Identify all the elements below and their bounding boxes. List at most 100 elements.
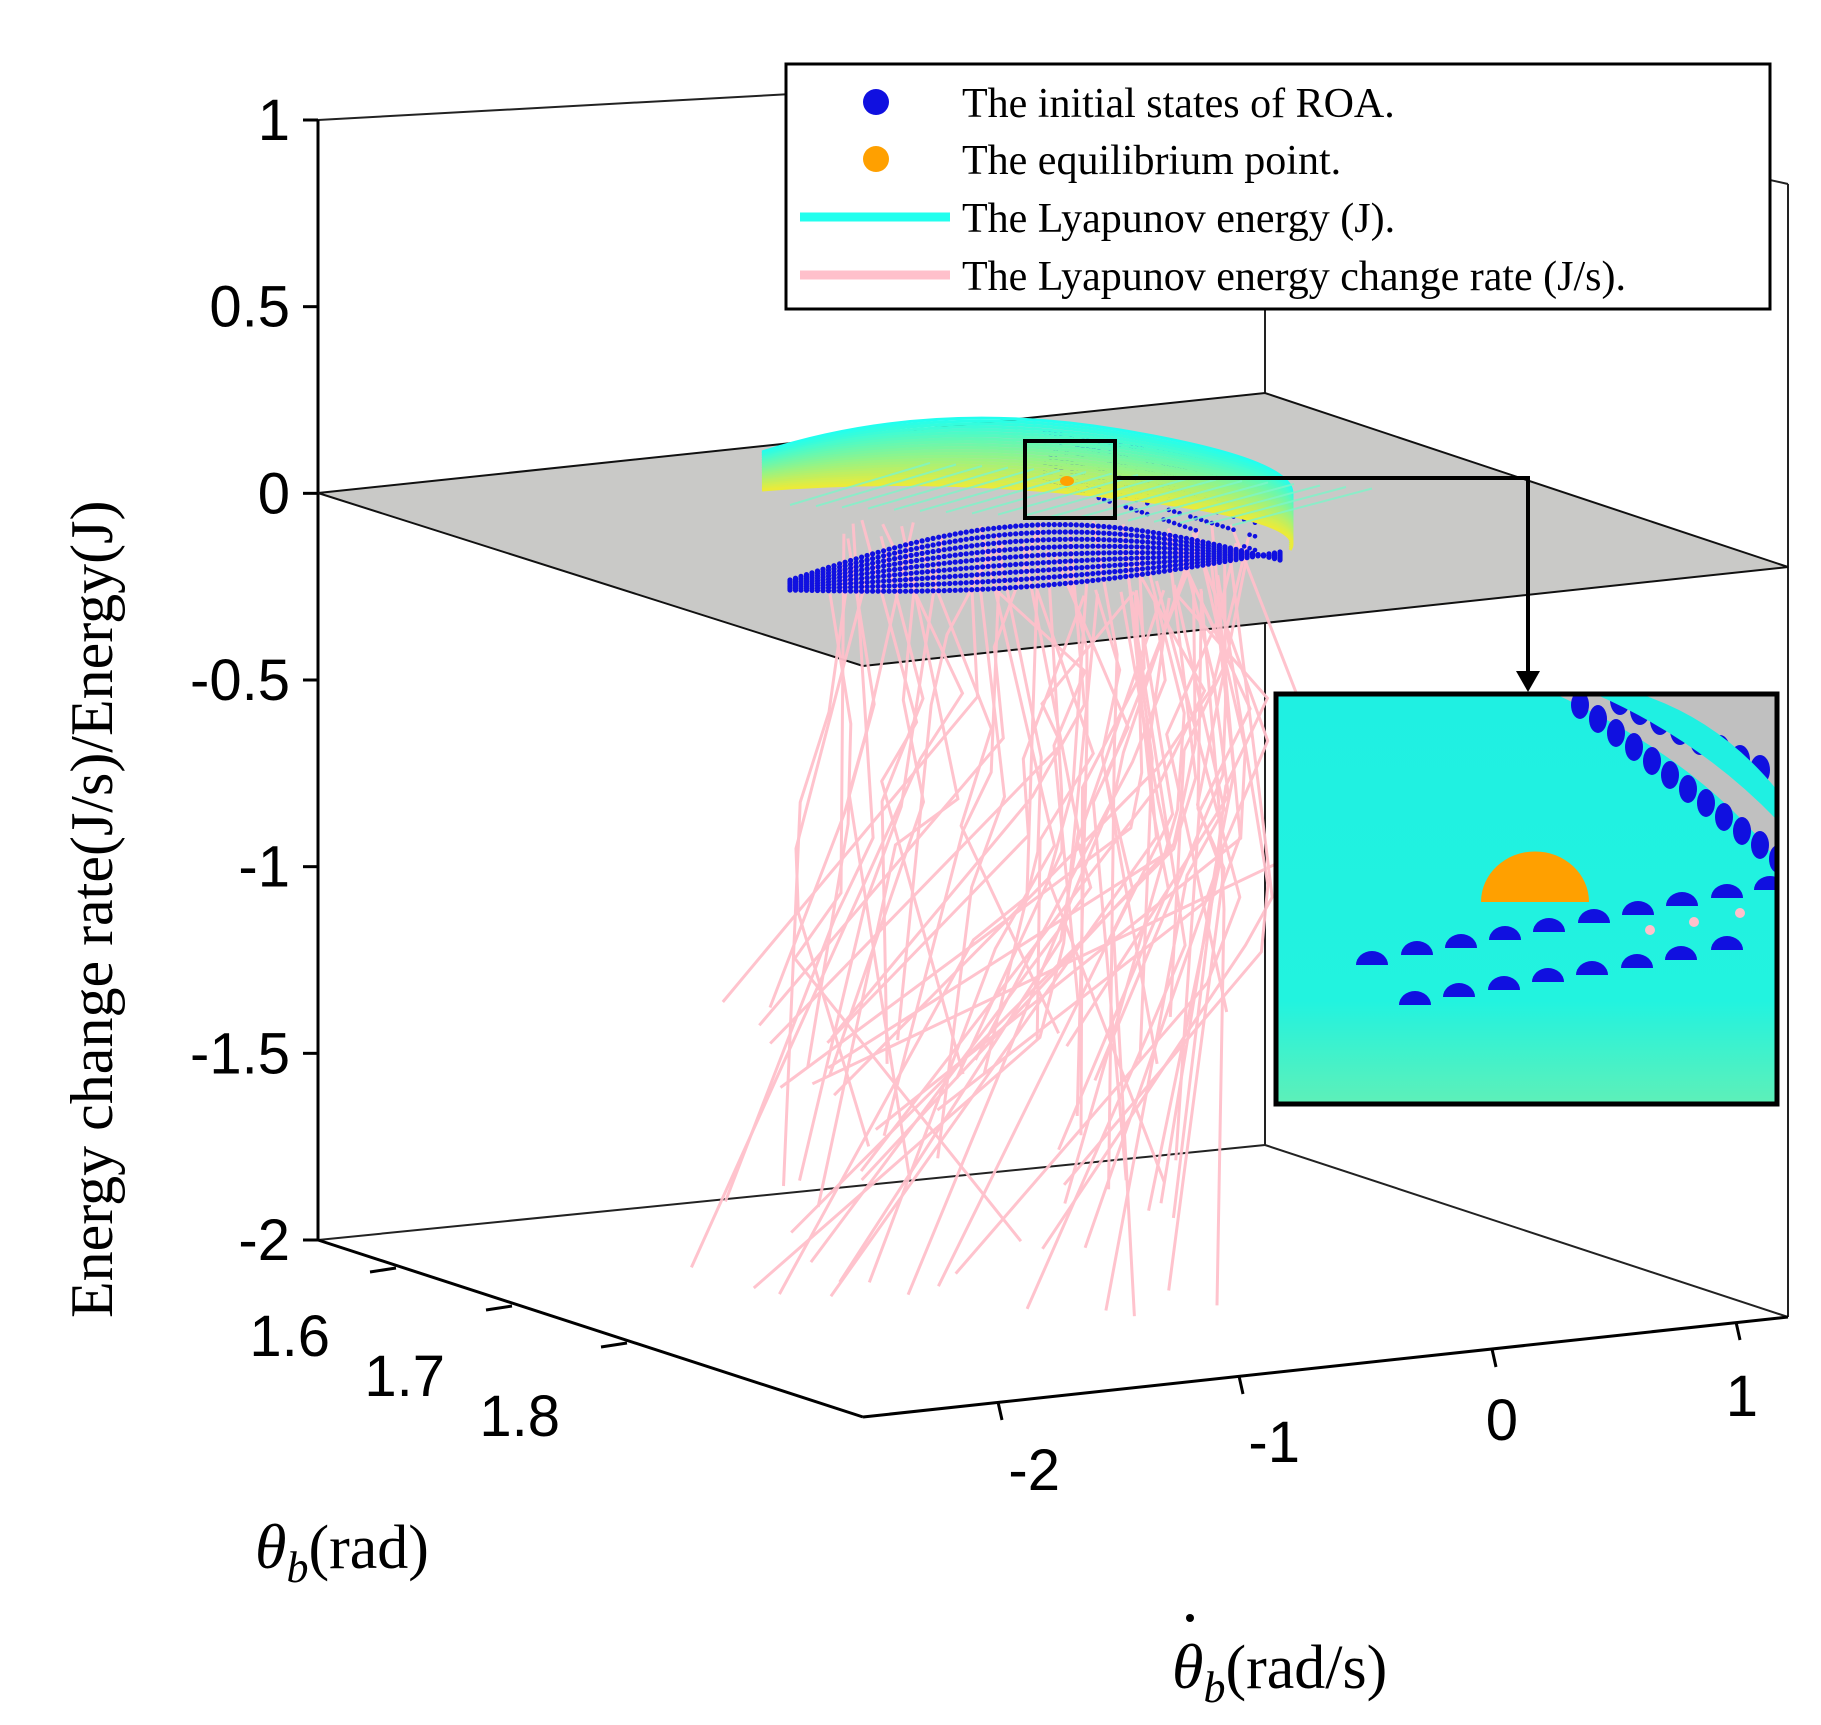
roa-dot xyxy=(941,540,947,546)
roa-dot xyxy=(930,575,936,581)
roa-dot xyxy=(1090,523,1096,529)
roa-dot xyxy=(1073,543,1079,550)
roa-dot xyxy=(1051,551,1057,558)
roa-dot xyxy=(897,543,903,549)
roa-dot xyxy=(1073,565,1079,571)
roa-dot xyxy=(1057,522,1063,528)
roa-dot xyxy=(1090,550,1096,556)
inset-roa-arc xyxy=(1443,983,1475,997)
roa-dot xyxy=(1095,536,1101,543)
roa-dot xyxy=(1029,553,1035,559)
roa-dot xyxy=(1128,526,1134,533)
roa-dot xyxy=(985,526,991,532)
roa-dot xyxy=(848,576,854,583)
roa-dot xyxy=(1051,566,1057,573)
rate-trajectory xyxy=(779,590,1144,1089)
roa-dot xyxy=(1167,541,1173,547)
roa-dot xyxy=(1029,576,1035,582)
roa-dot xyxy=(1134,566,1140,573)
roa-dot xyxy=(969,565,975,571)
roa-dot xyxy=(1040,529,1046,535)
x-tick-mark xyxy=(369,1266,397,1274)
roa-dot xyxy=(903,565,909,571)
roa-dot xyxy=(1128,532,1134,538)
roa-dot xyxy=(1161,559,1167,565)
roa-dot xyxy=(925,543,931,549)
roa-dot xyxy=(1215,522,1220,528)
roa-dot xyxy=(1183,554,1189,560)
roa-dot xyxy=(848,580,854,587)
roa-dot xyxy=(1062,580,1068,587)
roa-dot xyxy=(1046,567,1052,573)
roa-dot xyxy=(1178,562,1184,568)
roa-dot xyxy=(1145,529,1151,535)
roa-dot xyxy=(1046,537,1052,543)
legend: The initial states of ROA. The equilibri… xyxy=(784,62,1772,311)
roa-dot xyxy=(870,569,876,576)
roa-dot xyxy=(1018,584,1024,590)
roa-dot xyxy=(1112,537,1118,543)
rate-trajectory xyxy=(1147,532,1270,1212)
roa-dot xyxy=(1260,552,1267,558)
roa-dot xyxy=(1040,537,1046,543)
roa-dot xyxy=(1057,581,1063,587)
roa-dot xyxy=(1018,546,1024,552)
roa-dot xyxy=(1101,563,1107,569)
rate-trajectory xyxy=(1166,527,1252,1161)
roa-dot xyxy=(848,557,854,564)
z-tick-label: -2 xyxy=(238,1208,290,1273)
roa-dot xyxy=(952,587,958,593)
roa-dot xyxy=(1046,544,1052,550)
inset-rate-fragment xyxy=(1735,908,1745,918)
roa-dot xyxy=(820,588,826,594)
roa-dot xyxy=(930,562,936,568)
roa-dot xyxy=(908,588,914,594)
roa-dot xyxy=(1134,544,1140,550)
roa-dot xyxy=(1145,570,1151,577)
roa-dot xyxy=(859,563,865,569)
roa-dot xyxy=(969,543,975,549)
roa-dot xyxy=(1145,544,1151,551)
roa-dot xyxy=(947,580,953,587)
roa-dot xyxy=(1068,536,1074,542)
roa-dot xyxy=(859,567,865,573)
energy-line xyxy=(1153,483,1295,523)
roa-dot xyxy=(1139,566,1145,572)
roa-dot xyxy=(1205,561,1211,567)
y-tick-mark xyxy=(996,1401,1004,1421)
roa-dot xyxy=(958,566,964,572)
roa-dot xyxy=(1178,558,1184,564)
roa-dot xyxy=(908,576,914,582)
roa-dot xyxy=(897,554,903,561)
roa-dot xyxy=(908,582,914,588)
roa-dot xyxy=(1002,585,1008,591)
roa-dot xyxy=(1101,537,1107,543)
roa-dot xyxy=(1073,572,1079,578)
inset-rate-fragment xyxy=(1645,925,1655,935)
roa-dot xyxy=(1106,550,1112,556)
roa-dot xyxy=(963,544,969,550)
roa-dot xyxy=(1123,561,1129,568)
roa-dot xyxy=(1002,524,1008,530)
roa-dot xyxy=(1238,556,1245,562)
roa-dot xyxy=(886,583,892,589)
roa-dot xyxy=(1007,546,1013,553)
roa-dot xyxy=(1134,550,1140,556)
roa-dot xyxy=(941,547,947,553)
rate-trajectory xyxy=(867,525,1056,1283)
roa-dot xyxy=(903,548,909,554)
roa-dot xyxy=(842,581,848,587)
roa-dot xyxy=(925,588,931,594)
roa-dot xyxy=(875,588,881,594)
roa-dot xyxy=(1029,583,1035,589)
roa-dot xyxy=(864,575,870,581)
roa-dot xyxy=(1117,556,1123,562)
roa-dot xyxy=(1128,506,1134,512)
roa-dot xyxy=(1018,538,1024,544)
roa-dot xyxy=(848,573,854,579)
roa-dot xyxy=(1095,557,1101,563)
roa-dot xyxy=(925,549,931,556)
roa-dot xyxy=(1035,522,1041,528)
roa-dot xyxy=(881,578,887,584)
roa-dot xyxy=(914,582,920,588)
